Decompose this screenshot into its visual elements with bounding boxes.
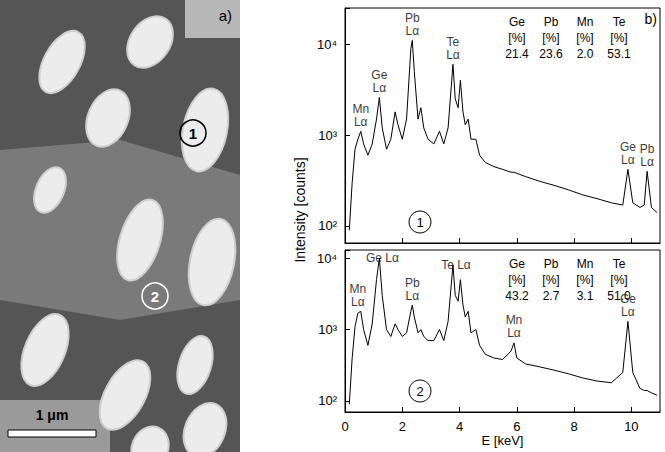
- svg-text:Lα: Lα: [351, 295, 365, 309]
- svg-text:Lα: Lα: [354, 115, 368, 129]
- svg-text:2.0: 2.0: [577, 47, 594, 61]
- svg-text:43.2: 43.2: [505, 289, 529, 303]
- svg-text:Pb: Pb: [544, 15, 559, 29]
- svg-text:0: 0: [341, 419, 348, 434]
- svg-text:Lα: Lα: [621, 305, 635, 319]
- svg-text:10²: 10²: [318, 393, 337, 408]
- svg-text:Mn: Mn: [577, 15, 594, 29]
- svg-text:[%]: [%]: [508, 273, 525, 287]
- svg-text:51.0: 51.0: [607, 289, 631, 303]
- svg-text:2: 2: [151, 288, 159, 305]
- svg-text:Te: Te: [613, 257, 626, 271]
- svg-text:2: 2: [399, 419, 406, 434]
- svg-text:[%]: [%]: [542, 31, 559, 45]
- svg-text:6: 6: [513, 419, 520, 434]
- svg-text:Pb: Pb: [544, 257, 559, 271]
- svg-text:Ge Lα: Ge Lα: [366, 251, 399, 265]
- svg-text:Pb: Pb: [640, 142, 655, 156]
- svg-text:4: 4: [456, 419, 463, 434]
- svg-text:1: 1: [416, 215, 423, 230]
- svg-text:[%]: [%]: [610, 273, 627, 287]
- svg-text:1: 1: [189, 125, 197, 142]
- svg-text:Pb: Pb: [405, 11, 420, 25]
- svg-text:8: 8: [570, 419, 577, 434]
- svg-text:Mn: Mn: [577, 257, 594, 271]
- svg-text:b): b): [645, 11, 657, 27]
- svg-text:10⁴: 10⁴: [317, 251, 337, 266]
- svg-text:Ge: Ge: [371, 68, 387, 82]
- svg-text:2: 2: [416, 384, 423, 399]
- svg-text:Lα: Lα: [446, 48, 460, 62]
- svg-text:Lα: Lα: [507, 326, 521, 340]
- svg-text:Mn: Mn: [352, 102, 369, 116]
- svg-text:Lα: Lα: [373, 81, 387, 95]
- svg-text:[%]: [%]: [542, 273, 559, 287]
- svg-text:Te: Te: [447, 35, 460, 49]
- svg-text:53.1: 53.1: [607, 47, 631, 61]
- svg-text:Ge: Ge: [509, 257, 525, 271]
- svg-text:Intensity [counts]: Intensity [counts]: [292, 157, 308, 262]
- svg-text:Lα: Lα: [405, 289, 419, 303]
- svg-text:Mn: Mn: [350, 282, 367, 296]
- svg-text:Pb: Pb: [405, 276, 420, 290]
- svg-text:[%]: [%]: [508, 31, 525, 45]
- svg-text:1 μm: 1 μm: [36, 407, 69, 423]
- svg-text:Mn: Mn: [506, 313, 523, 327]
- svg-text:Te: Te: [613, 15, 626, 29]
- svg-text:10³: 10³: [318, 128, 337, 143]
- svg-text:Lα: Lα: [621, 153, 635, 167]
- svg-text:[%]: [%]: [576, 273, 593, 287]
- svg-text:2.7: 2.7: [543, 289, 560, 303]
- svg-text:Ge: Ge: [509, 15, 525, 29]
- svg-text:10³: 10³: [318, 322, 337, 337]
- svg-text:21.4: 21.4: [505, 47, 529, 61]
- svg-text:10²: 10²: [318, 218, 337, 233]
- svg-text:Lα: Lα: [405, 24, 419, 38]
- svg-text:Ge: Ge: [620, 140, 636, 154]
- svg-text:Te Lα: Te Lα: [441, 258, 471, 272]
- svg-text:a): a): [219, 7, 232, 24]
- svg-text:E [keV]: E [keV]: [482, 433, 524, 448]
- svg-text:[%]: [%]: [576, 31, 593, 45]
- svg-text:Lα: Lα: [640, 155, 654, 169]
- svg-text:[%]: [%]: [610, 31, 627, 45]
- svg-text:10: 10: [624, 419, 638, 434]
- svg-text:3.1: 3.1: [577, 289, 594, 303]
- svg-text:23.6: 23.6: [539, 47, 563, 61]
- svg-text:10⁴: 10⁴: [317, 37, 337, 52]
